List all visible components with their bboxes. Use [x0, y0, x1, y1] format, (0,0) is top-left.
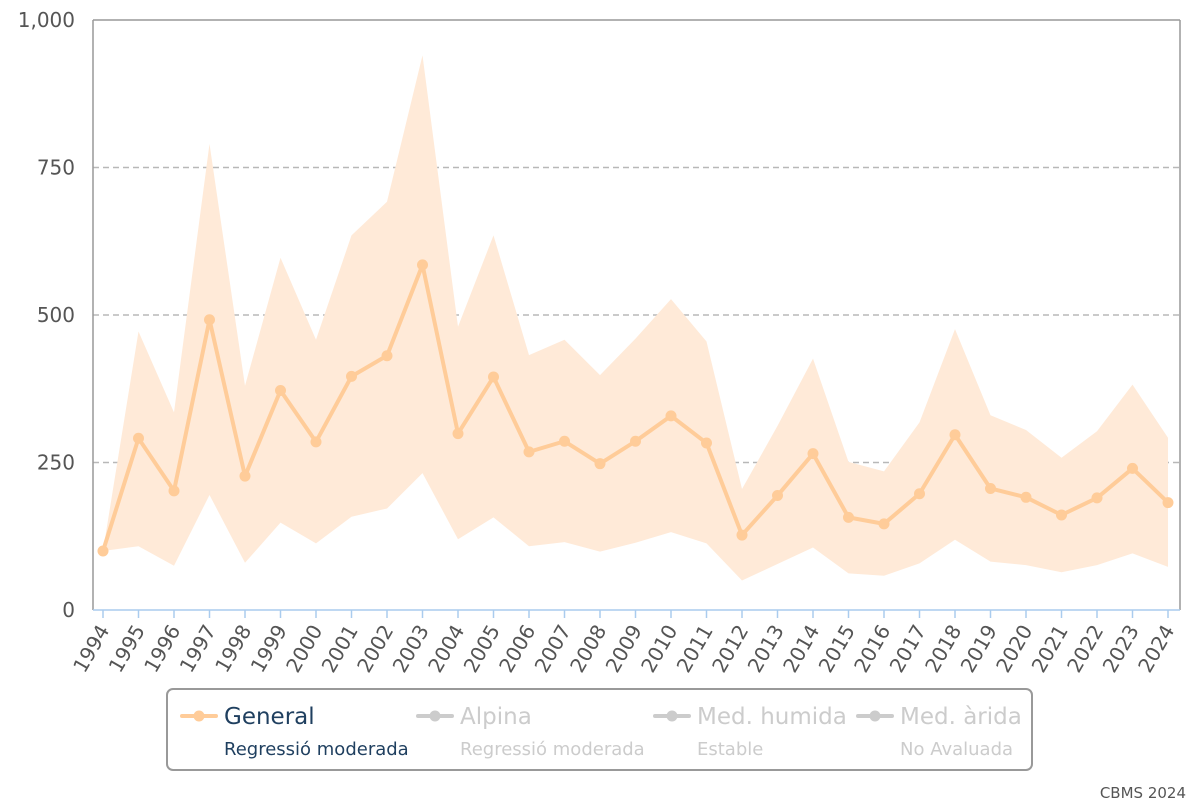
data-point-1998[interactable] [239, 470, 251, 482]
legend-item-med-humida[interactable]: Med. humida Estable [653, 704, 847, 760]
legend-status: Regressió moderada [460, 739, 645, 760]
legend-box [166, 688, 1033, 771]
data-point-2011[interactable] [701, 437, 712, 449]
x-tick-label: 2014 [778, 621, 824, 677]
x-tick-label: 2005 [459, 621, 505, 677]
x-tick-label: 2007 [530, 621, 576, 677]
data-point-2008[interactable] [594, 458, 606, 470]
x-tick-label: 2004 [423, 621, 469, 677]
confidence-band [103, 55, 1168, 581]
y-tick-label: 500 [37, 303, 75, 327]
y-tick-label: 0 [62, 598, 75, 622]
legend-item-general[interactable]: General Regressió moderada [180, 704, 409, 760]
data-point-2003[interactable] [417, 259, 428, 271]
data-point-2005[interactable] [488, 371, 499, 383]
x-tick-label: 2016 [849, 621, 895, 677]
data-point-2009[interactable] [630, 435, 641, 447]
x-tick-label: 1997 [175, 621, 221, 677]
axes [92, 19, 1181, 618]
x-tick-label: 2022 [1062, 621, 1108, 677]
legend-symbol-marker [869, 710, 881, 722]
legend-name[interactable]: Med. humida [697, 704, 847, 730]
y-tick-label: 1,000 [18, 8, 75, 32]
x-tick-label: 2002 [352, 621, 398, 677]
data-point-2000[interactable] [310, 436, 322, 448]
x-tick-label: 2019 [956, 621, 1002, 677]
x-tick-label: 2017 [885, 621, 931, 677]
legend-status: No Avaluada [900, 739, 1013, 760]
data-point-2019[interactable] [985, 482, 996, 494]
x-tick-label: 2011 [672, 621, 718, 677]
data-point-1994[interactable] [97, 545, 109, 557]
data-point-2001[interactable] [346, 370, 357, 382]
legend-name[interactable]: Alpina [460, 704, 532, 730]
x-tick-label: 2021 [1027, 621, 1073, 677]
series-points [97, 259, 1174, 557]
x-tick-label: 2020 [991, 621, 1037, 677]
data-point-2020[interactable] [1020, 491, 1032, 503]
data-point-2022[interactable] [1091, 492, 1103, 504]
x-tick-label: 2018 [920, 621, 966, 677]
x-tick-label: 2010 [636, 621, 682, 677]
data-point-1996[interactable] [168, 485, 180, 497]
data-point-2017[interactable] [914, 488, 925, 500]
x-tick-label: 1999 [246, 621, 292, 677]
x-tick-label: 2008 [565, 621, 611, 677]
x-tick-label: 2012 [707, 621, 753, 677]
x-tick-label: 2006 [494, 621, 540, 677]
x-tick-label: 2003 [388, 621, 434, 677]
data-point-2002[interactable] [381, 350, 393, 362]
data-point-1999[interactable] [275, 385, 286, 397]
x-tick-label: 1998 [210, 621, 256, 677]
legend-status: Estable [697, 739, 763, 760]
data-point-2018[interactable] [949, 429, 961, 441]
x-tick-label: 2023 [1098, 621, 1144, 677]
legend: General Regressió moderada Alpina Regressió… [166, 688, 1033, 771]
data-point-2006[interactable] [523, 446, 535, 458]
y-axis-ticks: 0 250 500 750 1,000 [18, 8, 75, 622]
data-point-2024[interactable] [1162, 497, 1174, 509]
data-point-1997[interactable] [204, 314, 215, 326]
x-tick-label: 2009 [601, 621, 647, 677]
credit-label[interactable]: CBMS 2024 [1100, 784, 1186, 802]
y-tick-label: 250 [37, 451, 75, 475]
data-point-2012[interactable] [736, 529, 748, 541]
data-point-2021[interactable] [1056, 509, 1067, 521]
data-point-1995[interactable] [133, 432, 144, 444]
data-point-2013[interactable] [772, 490, 783, 502]
x-tick-label: 1996 [139, 621, 185, 677]
confidence-band-area [103, 55, 1168, 581]
data-point-2015[interactable] [843, 511, 854, 523]
x-tick-label: 2001 [317, 621, 363, 677]
data-point-2016[interactable] [878, 518, 890, 530]
x-tick-label: 2015 [814, 621, 860, 677]
legend-name[interactable]: Med. àrida [900, 704, 1022, 730]
x-tick-label: 1994 [68, 621, 114, 677]
legend-status: Regressió moderada [224, 739, 409, 760]
legend-symbol-marker [193, 710, 205, 722]
legend-symbol-marker [666, 710, 678, 722]
legend-item-alpina[interactable]: Alpina Regressió moderada [416, 704, 645, 760]
data-point-2007[interactable] [559, 435, 570, 447]
x-tick-label: 1995 [104, 621, 150, 677]
legend-item-med-rida[interactable]: Med. àrida No Avaluada [856, 704, 1022, 760]
data-point-2014[interactable] [807, 448, 819, 460]
x-tick-label: 2013 [743, 621, 789, 677]
data-point-2004[interactable] [452, 428, 464, 440]
legend-symbol-marker [429, 710, 441, 722]
data-point-2023[interactable] [1127, 462, 1138, 474]
data-point-2010[interactable] [665, 410, 677, 422]
x-axis-ticks: 1994199519961997199819992000200120022003… [68, 621, 1179, 677]
x-tick-label: 2000 [281, 621, 327, 677]
x-tick-label: 2024 [1133, 621, 1179, 677]
legend-name[interactable]: General [224, 704, 315, 730]
y-tick-label: 750 [37, 156, 75, 180]
